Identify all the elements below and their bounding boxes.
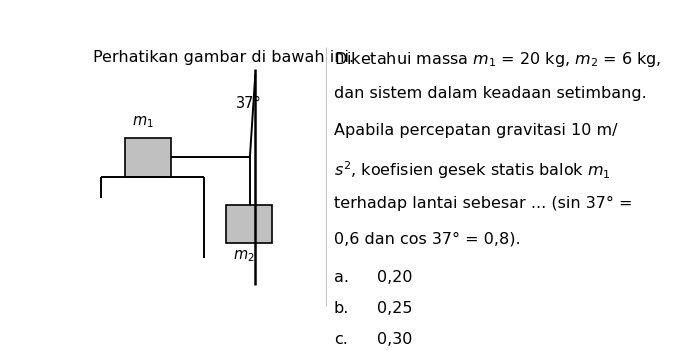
- Text: a.: a.: [334, 270, 349, 285]
- Text: 0,30: 0,30: [377, 332, 412, 347]
- Text: Diketahui massa $m_1$ = 20 kg, $m_2$ = 6 kg,: Diketahui massa $m_1$ = 20 kg, $m_2$ = 6…: [334, 50, 661, 69]
- Text: b.: b.: [334, 301, 350, 316]
- Text: 0,25: 0,25: [377, 301, 412, 316]
- Text: 37°: 37°: [236, 97, 261, 112]
- Text: Perhatikan gambar di bawah ini.: Perhatikan gambar di bawah ini.: [93, 50, 354, 65]
- Text: $m_1$: $m_1$: [132, 115, 154, 131]
- Bar: [125, 138, 171, 177]
- Text: $m_2$: $m_2$: [233, 248, 254, 264]
- Text: 0,20: 0,20: [377, 270, 412, 285]
- Text: Apabila percepatan gravitasi 10 m/: Apabila percepatan gravitasi 10 m/: [334, 123, 617, 138]
- Text: dan sistem dalam keadaan setimbang.: dan sistem dalam keadaan setimbang.: [334, 86, 647, 102]
- Bar: [226, 205, 271, 243]
- Text: terhadap lantai sebesar ... (sin 37° =: terhadap lantai sebesar ... (sin 37° =: [334, 196, 633, 211]
- Text: 0,6 dan cos 37° = 0,8).: 0,6 dan cos 37° = 0,8).: [334, 232, 521, 247]
- Text: $s^2$, koefisien gesek statis balok $m_1$: $s^2$, koefisien gesek statis balok $m_1…: [334, 159, 611, 181]
- Text: c.: c.: [334, 332, 347, 347]
